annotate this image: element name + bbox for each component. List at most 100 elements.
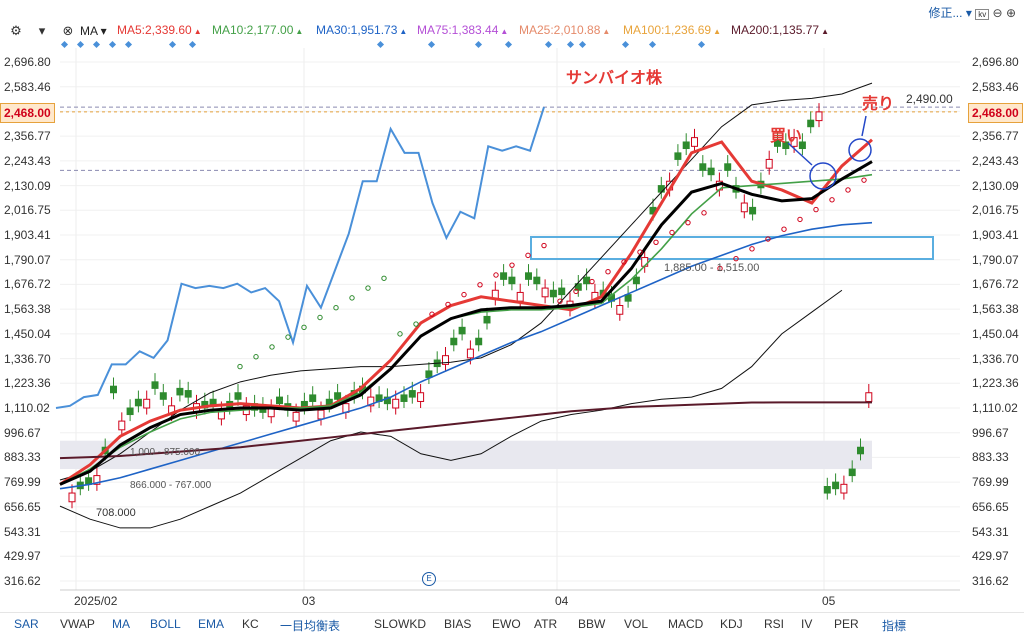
chart-title: サンバイオ株	[566, 70, 663, 87]
y-tick-label: 2,243.43	[972, 153, 1019, 168]
sar-dot	[301, 324, 307, 331]
y-tick-label: 1,450.04	[4, 326, 51, 341]
indicator-tab-3[interactable]: BOLL	[150, 617, 181, 631]
ma-chip-ma75[interactable]: MA75:1,383.44 ▲	[417, 23, 508, 37]
candle-body	[93, 475, 101, 485]
ma-chip-ma5[interactable]: MA5:2,339.60 ▲	[117, 23, 202, 37]
y-tick-label: 429.97	[4, 549, 41, 564]
candle-body	[674, 152, 682, 160]
minus-circle-icon[interactable]: ⊖	[992, 6, 1003, 20]
indicator-tab-9[interactable]: EWO	[492, 617, 521, 631]
indicator-tab-11[interactable]: BBW	[578, 617, 606, 631]
high-annotation: 2,490.00	[906, 92, 953, 106]
candle-body	[134, 398, 142, 407]
candle-body	[815, 111, 823, 122]
candle-body	[558, 287, 566, 296]
settings-gear-icon[interactable]: ⚙	[10, 23, 22, 38]
chip-arrow-icon: ▲	[500, 27, 509, 36]
candle-body	[392, 398, 400, 409]
price-chart[interactable]	[0, 0, 1024, 612]
current-price-tag-left: 2,468.00	[0, 103, 55, 123]
dropdown-circle-icon[interactable]: ▾	[38, 23, 46, 38]
kv-icon[interactable]: kv	[975, 9, 990, 20]
y-tick-label: 1,450.04	[972, 326, 1019, 341]
ma-chip-ma200[interactable]: MA200:1,135.77 ▲	[731, 23, 829, 37]
buy-arrow	[787, 142, 813, 166]
candle-body	[159, 392, 167, 400]
indicator-tab-15[interactable]: RSI	[764, 617, 785, 631]
sar-dot	[413, 321, 419, 327]
y-tick-label: 1,336.70	[972, 351, 1019, 366]
candle-body	[309, 394, 317, 402]
series-line-ma30	[59, 221, 873, 490]
candle-body	[691, 137, 698, 147]
chevron-down-icon[interactable]: ▾	[965, 6, 976, 20]
indicator-tab-7[interactable]: SLOWKD	[374, 617, 427, 631]
indicator-tab-1[interactable]: VWAP	[60, 617, 95, 631]
signal-marker	[188, 40, 197, 49]
indicator-tab-4[interactable]: EMA	[198, 617, 225, 631]
sar-dot	[829, 197, 835, 203]
sar-dot	[365, 285, 371, 291]
sar-dot	[285, 334, 291, 340]
ma-chip-ma25[interactable]: MA25:2,010.88 ▲	[519, 23, 610, 37]
ma-chip-label: MA75:1,383.44	[417, 23, 499, 37]
ma-chip-label: MA10:2,177.00	[212, 23, 294, 37]
plus-circle-icon[interactable]: ⊕	[1005, 6, 1016, 20]
candle-body	[68, 492, 76, 503]
candle-body	[292, 411, 300, 422]
indicator-tab-5[interactable]: KC	[242, 617, 259, 631]
close-circle-icon[interactable]: ⊗	[62, 23, 74, 38]
buy-label: 買い	[770, 128, 803, 145]
sar-dot	[253, 354, 259, 360]
y-tick-label: 996.67	[4, 425, 41, 440]
indicator-tab-10[interactable]: ATR	[534, 617, 558, 631]
indicator-tab-14[interactable]: KDJ	[720, 617, 743, 631]
indicator-tab-8[interactable]: BIAS	[444, 617, 472, 631]
candle-body	[533, 276, 541, 285]
y-tick-label: 2,583.46	[4, 79, 51, 94]
sar-dot	[653, 239, 659, 245]
signal-marker	[648, 40, 657, 49]
sar-dot	[749, 246, 755, 252]
indicator-tab-6[interactable]: 一目均衡表	[280, 619, 341, 633]
sar-dot	[333, 304, 339, 311]
y-tick-label: 316.62	[4, 574, 41, 588]
adjust-dropdown[interactable]: 修正...	[928, 6, 963, 20]
indicator-tab-0[interactable]: SAR	[14, 617, 39, 631]
indicator-tab-16[interactable]: IV	[801, 617, 813, 631]
sar-dot	[621, 259, 627, 265]
indicator-tab-18[interactable]: 指標	[882, 619, 907, 633]
buy-circle	[809, 162, 837, 190]
chip-arrow-icon: ▲	[602, 27, 611, 36]
y-tick-label: 1,110.02	[4, 401, 50, 415]
candle-body	[466, 348, 474, 359]
y-tick-label: 1,223.36	[4, 376, 51, 391]
ma-chip-ma100[interactable]: MA100:1,236.69 ▲	[623, 23, 721, 37]
signal-marker	[427, 40, 436, 49]
sar-dot	[477, 282, 483, 288]
sar-dot	[445, 301, 451, 308]
y-tick-label: 2,016.75	[972, 203, 1019, 218]
y-tick-label: 2,130.09	[972, 178, 1019, 193]
y-tick-label: 316.62	[972, 574, 1009, 588]
indicator-tab-17[interactable]: PER	[834, 617, 859, 631]
indicator-tab-2[interactable]: MA	[112, 617, 130, 631]
ma-selector[interactable]: MA ▾	[80, 24, 107, 38]
indicator-bar: SAR VWAP MA BOLL EMA KC 一目均衡表 SLOWKD BIAS EWO ATR B…	[0, 612, 1024, 637]
indicator-tab-13[interactable]: MACD	[668, 617, 704, 631]
sar-dot	[701, 210, 707, 216]
candle-body	[458, 326, 466, 335]
event-marker-icon[interactable]: E	[422, 572, 436, 586]
ma-chip-ma30[interactable]: MA30:1,951.73 ▲	[316, 23, 407, 37]
signal-marker	[376, 40, 385, 49]
candle-body	[832, 481, 840, 490]
chart-marks	[55, 40, 960, 529]
sar-dot	[397, 331, 403, 337]
topbar-right-controls: 修正... ▾ kv ⊖ ⊕	[928, 4, 1016, 21]
candle-body	[724, 163, 732, 171]
y-tick-label: 2,130.09	[4, 178, 51, 193]
ma-chip-ma10[interactable]: MA10:2,177.00 ▲	[212, 23, 303, 37]
indicator-tab-12[interactable]: VOL	[624, 617, 649, 631]
sar-dot	[509, 262, 515, 268]
